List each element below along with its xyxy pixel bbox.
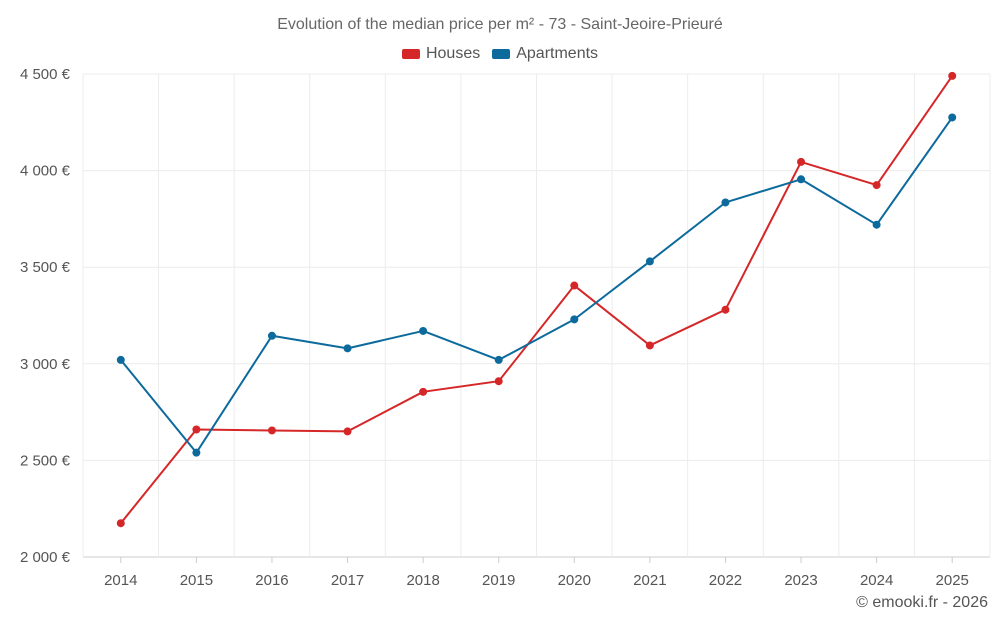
legend-label-houses: Houses [425,45,481,62]
x-tick-label: 2023 [784,572,817,589]
legend-label-apartments: Apartments [516,45,599,62]
series-line-houses [120,75,954,524]
x-tick-label: 2014 [104,572,137,589]
data-point-houses [721,305,730,314]
data-point-apartments [721,198,730,207]
data-point-apartments [645,257,654,266]
x-tick-label: 2016 [255,572,288,589]
data-point-houses [116,519,125,528]
x-tick-label: 2024 [860,572,893,589]
y-tick-label: 3 500 € [20,259,71,276]
y-tick-label: 2 500 € [20,452,71,469]
y-tick-label: 3 000 € [20,356,71,373]
data-point-houses [192,425,201,434]
data-point-houses [343,427,352,436]
data-point-apartments [494,355,503,364]
chart-legend: Houses Apartments [0,45,1000,63]
x-tick-label: 2020 [558,572,591,589]
y-tick-label: 4 500 € [20,66,71,83]
x-tick-label: 2025 [936,572,969,589]
data-point-houses [419,387,428,396]
x-tick-label: 2017 [331,572,364,589]
data-point-apartments [872,220,881,229]
data-point-houses [797,157,806,166]
data-point-apartments [116,355,125,364]
series-line-apartments [120,116,954,454]
x-tick-label: 2018 [406,572,439,589]
data-point-apartments [797,175,806,184]
data-point-houses [570,281,579,290]
data-point-apartments [948,113,957,122]
data-point-houses [494,377,503,386]
data-point-apartments [343,344,352,353]
data-point-apartments [570,315,579,324]
y-tick-label: 4 000 € [20,163,71,180]
x-tick-label: 2022 [709,572,742,589]
legend-swatch-houses [401,49,420,59]
legend-swatch-apartments [492,49,511,59]
data-point-apartments [419,326,428,335]
data-point-houses [267,426,276,435]
credit-text: © emooki.fr - 2026 [856,594,988,611]
legend-item-apartments[interactable]: Apartments [492,45,598,63]
data-point-apartments [267,331,276,340]
data-point-houses [872,181,881,190]
x-tick-label: 2021 [633,572,666,589]
x-tick-label: 2015 [180,572,213,589]
x-tick-label: 2019 [482,572,515,589]
data-point-apartments [192,448,201,457]
data-point-houses [948,71,957,80]
y-tick-label: 2 000 € [20,549,71,566]
chart-title: Evolution of the median price per m² - 7… [277,16,723,33]
legend-item-houses[interactable]: Houses [401,45,481,63]
data-point-houses [645,341,654,350]
